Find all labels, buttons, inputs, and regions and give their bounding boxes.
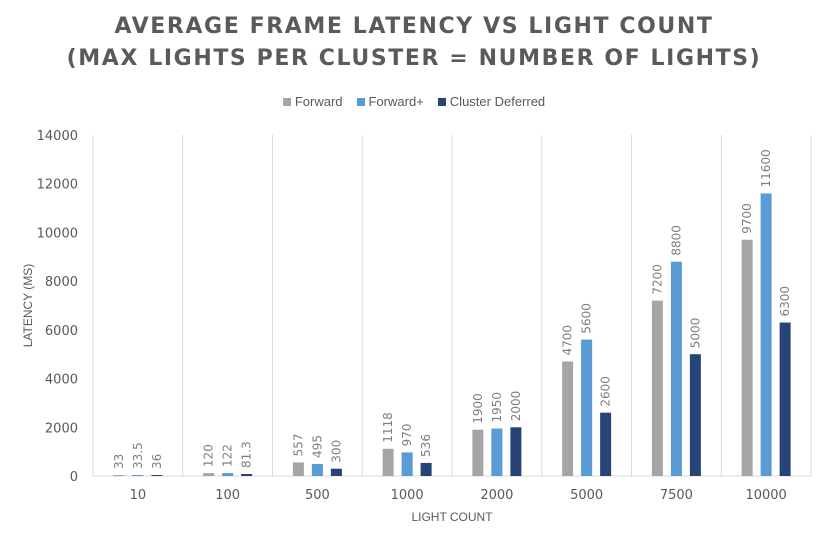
x-tick-label: 7500 [660, 488, 693, 503]
data-label-cluster-deferred: 2000 [509, 391, 523, 422]
data-label-forward: 4700 [561, 325, 575, 356]
bar-cluster-deferred [330, 468, 342, 476]
bar-cluster-deferred [689, 354, 701, 476]
data-label-forward: 8800 [669, 225, 683, 256]
bar-forward [581, 339, 593, 476]
bar-forward [311, 463, 323, 476]
x-tick-label: 10000 [745, 488, 786, 503]
data-labels-layer: 33 120 557 1118 1900 4700 7200 9700 33.5 122 495 97… [112, 149, 792, 469]
y-tick-label: 2000 [45, 421, 78, 436]
data-label-forward: 5600 [580, 303, 594, 334]
data-label-forward: 33.5 [131, 442, 145, 469]
bar-cluster-deferred [510, 427, 522, 476]
data-label-forward: 970 [400, 423, 414, 446]
legend-item-cluster-deferred: Cluster Deferred [437, 94, 546, 109]
bar-forward [651, 300, 663, 476]
legend-swatch-forward [282, 97, 291, 106]
chart-title-line-2: (MAX LIGHTS PER CLUSTER = NUMBER OF LIGH… [66, 46, 762, 71]
x-axis-title: LIGHT COUNT [411, 510, 493, 524]
data-label-cluster-deferred: 81.3 [240, 441, 254, 468]
bar-forward [562, 361, 574, 476]
legend-swatch-cluster-deferred [437, 97, 446, 106]
legend-label-forward: Forward [294, 94, 343, 109]
data-label-forward: 122 [221, 444, 235, 467]
bar-forward [401, 452, 413, 476]
bar-forward [382, 448, 394, 476]
x-tick-label: 100 [215, 488, 240, 503]
bar-forward [472, 429, 484, 476]
legend-swatch-forward-plus [356, 97, 365, 106]
data-label-forward: 9700 [740, 203, 754, 234]
axis-layer: 0 2000 4000 6000 8000 10000 12000 14000 10 100 500… [37, 129, 787, 503]
y-tick-label: 10000 [37, 226, 78, 241]
data-label-forward: 557 [291, 434, 305, 457]
legend-label-forward-plus: Forward+ [368, 94, 424, 109]
y-tick-label: 8000 [45, 275, 78, 290]
y-tick-label: 0 [70, 470, 78, 485]
data-label-forward: 495 [310, 435, 324, 458]
data-label-cluster-deferred: 536 [419, 434, 433, 457]
legend: Forward Forward+ Cluster Deferred [0, 94, 828, 109]
data-label-cluster-deferred: 6300 [778, 286, 792, 317]
grid-layer [92, 135, 812, 477]
bar-forward [222, 473, 234, 476]
data-label-forward: 7200 [650, 264, 664, 295]
y-axis-title: LATENCY (MS) [21, 264, 35, 348]
legend-item-forward-plus: Forward+ [356, 94, 424, 109]
bar-forward [491, 428, 503, 476]
data-label-cluster-deferred: 36 [150, 454, 164, 469]
y-tick-label: 14000 [37, 129, 78, 144]
bar-forward [760, 193, 772, 476]
legend-item-forward: Forward [282, 94, 343, 109]
bar-cluster-deferred [779, 322, 791, 476]
x-tick-label: 5000 [570, 488, 603, 503]
data-label-forward: 1118 [381, 412, 395, 443]
bar-forward [292, 462, 304, 476]
bar-forward [132, 475, 144, 476]
bar-cluster-deferred [241, 474, 253, 476]
chart-title-line-1: AVERAGE FRAME LATENCY VS LIGHT COUNT [114, 14, 714, 39]
data-label-forward: 11600 [759, 149, 773, 187]
x-tick-label: 2000 [480, 488, 513, 503]
bar-forward [113, 475, 125, 476]
data-label-cluster-deferred: 2600 [599, 376, 613, 407]
data-label-cluster-deferred: 5000 [688, 318, 702, 349]
bar-forward [670, 261, 682, 476]
bar-forward [741, 239, 753, 476]
x-tick-label: 10 [130, 488, 147, 503]
x-tick-label: 1000 [391, 488, 424, 503]
bar-forward [203, 473, 215, 476]
y-tick-label: 6000 [45, 324, 78, 339]
data-label-forward: 120 [202, 444, 216, 467]
data-label-cluster-deferred: 300 [329, 440, 343, 463]
bar-cluster-deferred [600, 412, 612, 476]
bar-cluster-deferred [151, 475, 163, 476]
bar-cluster-deferred [420, 462, 432, 476]
legend-label-cluster-deferred: Cluster Deferred [449, 94, 546, 109]
bars-layer [113, 193, 791, 476]
data-label-forward: 1900 [471, 393, 485, 424]
x-tick-label: 500 [305, 488, 330, 503]
data-label-forward: 1950 [490, 392, 504, 423]
data-label-forward: 33 [112, 454, 126, 469]
y-tick-label: 12000 [37, 178, 78, 193]
y-tick-label: 4000 [45, 373, 78, 388]
